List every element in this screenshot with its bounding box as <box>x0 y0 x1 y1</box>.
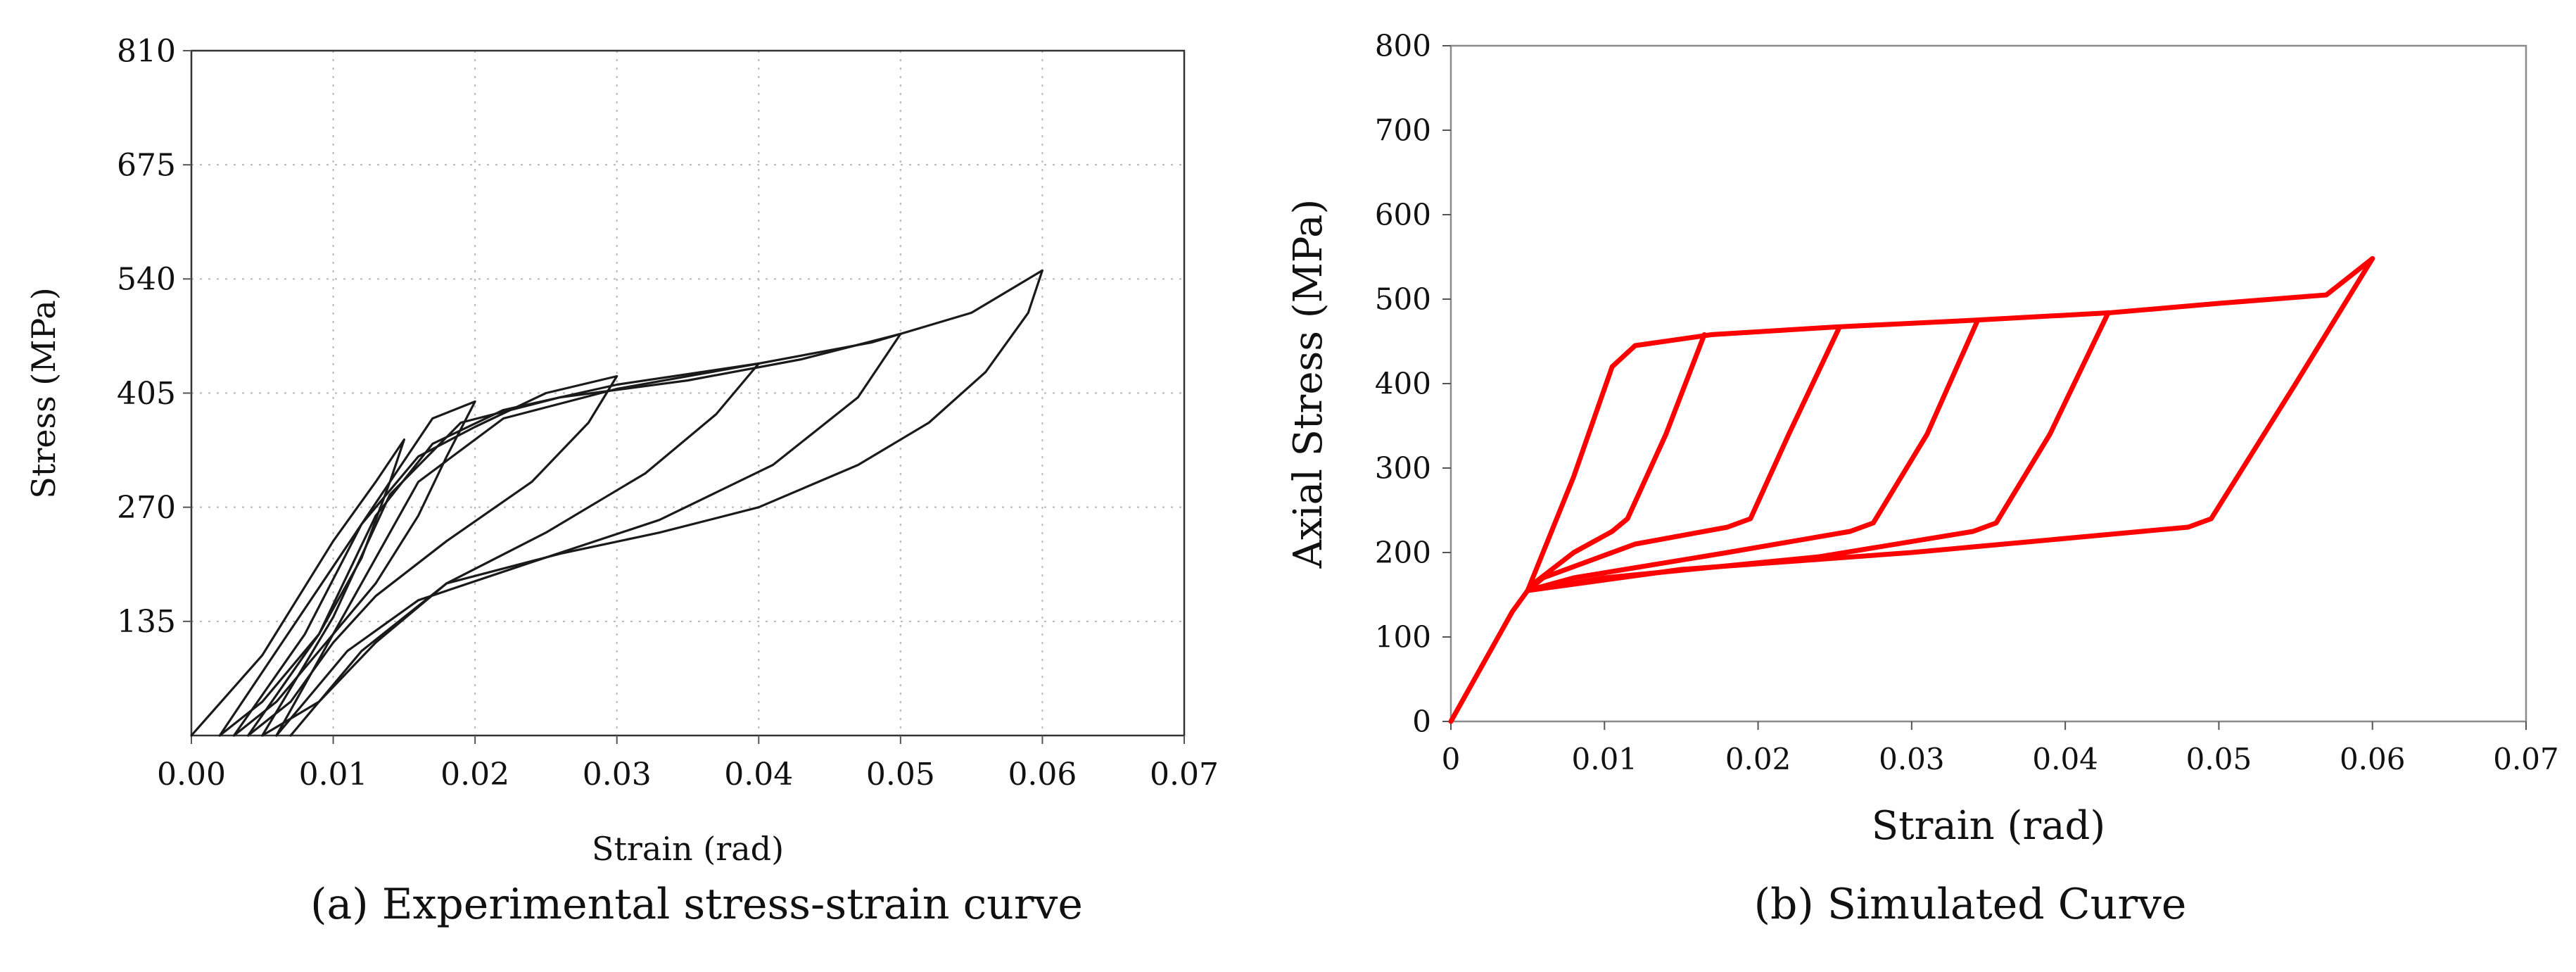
series-line-3 <box>1525 324 1842 593</box>
experimental-chart: (a) Experimental stress-strain curve 0.0… <box>25 33 1219 929</box>
x-tick-label: 0.05 <box>2186 742 2252 776</box>
x-tick-label: 0.07 <box>2493 742 2559 776</box>
y-tick-label: 100 <box>1375 620 1431 655</box>
x-tick-label: 0.07 <box>1150 757 1219 793</box>
y-tick-label: 0 <box>1412 705 1431 739</box>
series-line-6 <box>1525 255 2375 593</box>
x-tick-label: 0.04 <box>2032 742 2098 776</box>
y-tick-label: 135 <box>117 604 176 640</box>
simulated-chart: (b) Simulated Curve 0 0.01 0.02 0.03 0.04 0.0… <box>1286 29 2559 929</box>
x-tick-label: 0.01 <box>299 757 368 793</box>
y-tick-label: 540 <box>117 262 176 298</box>
y-tick-label: 500 <box>1375 282 1431 317</box>
y-tick-label: 810 <box>117 33 176 69</box>
y-tick-label: 405 <box>117 376 176 412</box>
x-tick-label: 0.05 <box>866 757 935 793</box>
x-axis-title: Strain (rad) <box>1872 803 2106 849</box>
x-tick-label: 0.03 <box>1879 742 1945 776</box>
y-axis-title: Stress (MPa) <box>25 287 63 498</box>
series-line-3 <box>232 374 618 737</box>
y-tick-label: 200 <box>1375 536 1431 570</box>
x-tick-label: 0.06 <box>2340 742 2406 776</box>
x-tick-label: 0.02 <box>1725 742 1791 776</box>
experimental-caption: (a) Experimental stress-strain curve <box>310 880 1083 929</box>
simulated-caption: (b) Simulated Curve <box>1754 880 2187 929</box>
series-line-1 <box>1448 255 2375 724</box>
plot-frame <box>190 49 1186 737</box>
x-tick-label: 0.00 <box>157 757 226 793</box>
x-tick-label: 0.01 <box>1572 742 1638 776</box>
x-axis-title: Strain (rad) <box>592 830 784 868</box>
y-tick-label: 675 <box>117 148 176 184</box>
x-tick-label: 0.04 <box>724 757 793 793</box>
y-tick-label: 800 <box>1375 29 1431 63</box>
plot-frame <box>1449 44 2527 723</box>
x-tick-label: 0.03 <box>583 757 652 793</box>
y-tick-label: 600 <box>1375 198 1431 232</box>
y-tick-label: 270 <box>117 490 176 526</box>
series-line-5 <box>1525 310 2111 593</box>
series-line-6 <box>275 269 1044 737</box>
y-axis-title: Axial Stress (MPa) <box>1286 199 1331 569</box>
series-line-1 <box>190 438 406 737</box>
y-tick-label: 400 <box>1375 367 1431 401</box>
x-tick-label: 0.02 <box>440 757 509 793</box>
series-line-2 <box>218 400 476 737</box>
series-line-4 <box>1525 317 1981 593</box>
series-line-5 <box>261 332 902 737</box>
y-tick-label: 700 <box>1375 113 1431 148</box>
y-tick-label: 300 <box>1375 451 1431 486</box>
x-tick-label: 0.06 <box>1008 757 1077 793</box>
x-tick-label: 0 <box>1442 742 1461 776</box>
